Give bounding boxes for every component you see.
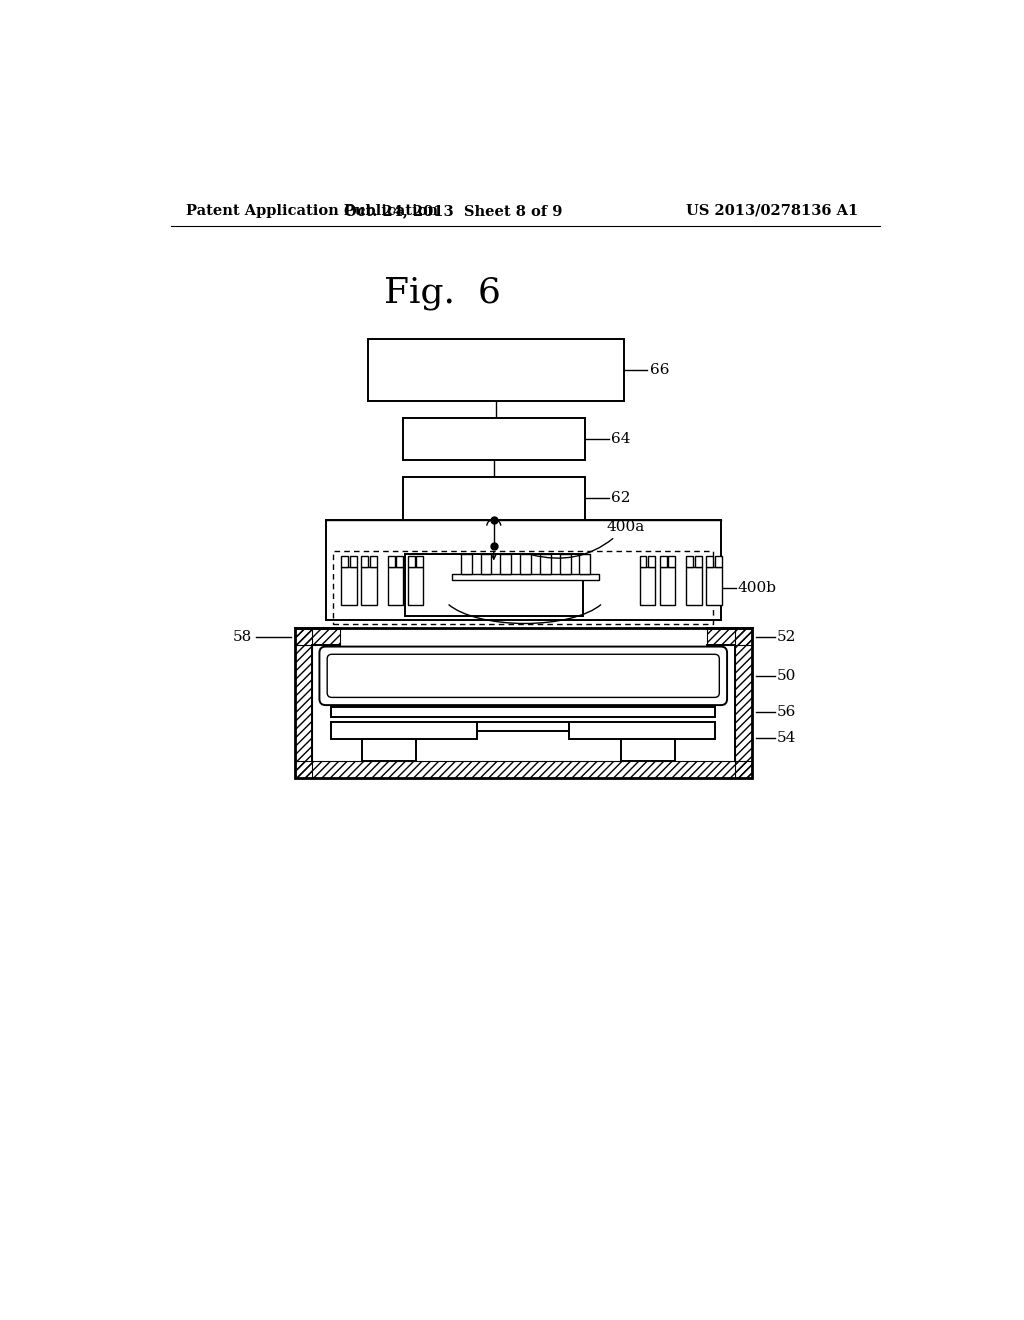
Text: Fig.  6: Fig. 6 — [384, 276, 501, 310]
Bar — [326, 520, 721, 619]
Bar — [295, 762, 752, 779]
Bar — [569, 722, 716, 739]
Bar — [707, 628, 752, 645]
Bar — [370, 556, 377, 566]
Bar — [707, 556, 713, 566]
Bar — [560, 554, 570, 574]
Bar — [295, 628, 340, 645]
Bar — [707, 566, 722, 605]
Bar — [659, 556, 667, 566]
Bar — [648, 556, 655, 566]
FancyBboxPatch shape — [319, 647, 727, 705]
Text: 400a: 400a — [532, 520, 644, 558]
Bar — [361, 739, 416, 762]
Bar — [403, 418, 586, 461]
Bar — [659, 566, 675, 605]
Bar — [452, 574, 599, 581]
Bar — [341, 566, 356, 605]
Bar — [331, 706, 716, 718]
FancyBboxPatch shape — [328, 655, 719, 697]
Bar — [686, 556, 693, 566]
Text: 400b: 400b — [738, 581, 777, 595]
Text: Oct. 24, 2013  Sheet 8 of 9: Oct. 24, 2013 Sheet 8 of 9 — [344, 203, 562, 218]
Bar — [361, 556, 369, 566]
Bar — [349, 556, 356, 566]
Bar — [461, 554, 472, 574]
Bar — [361, 566, 377, 605]
Text: 50: 50 — [776, 669, 796, 682]
Text: 52: 52 — [776, 630, 796, 644]
Bar — [640, 556, 646, 566]
Bar — [295, 628, 752, 779]
Bar — [417, 556, 423, 566]
Bar — [403, 478, 586, 520]
Bar — [408, 556, 415, 566]
Bar — [408, 566, 423, 605]
Bar — [621, 739, 675, 762]
Bar — [640, 566, 655, 605]
Bar — [295, 628, 311, 779]
Bar — [404, 554, 583, 615]
Text: 58: 58 — [232, 630, 252, 644]
Bar — [735, 628, 752, 779]
Bar — [388, 566, 403, 605]
Bar — [669, 556, 675, 566]
Bar — [369, 339, 624, 401]
Bar — [480, 554, 492, 574]
Bar — [331, 722, 477, 739]
Bar — [501, 554, 511, 574]
Bar — [694, 556, 701, 566]
Bar — [396, 556, 403, 566]
Bar — [715, 556, 722, 566]
Text: 56: 56 — [776, 705, 796, 719]
Text: 54: 54 — [776, 731, 796, 746]
Bar — [388, 556, 394, 566]
Text: 66: 66 — [649, 363, 669, 378]
Bar — [341, 556, 348, 566]
Text: US 2013/0278136 A1: US 2013/0278136 A1 — [686, 203, 858, 218]
Bar — [580, 554, 590, 574]
Bar — [540, 554, 551, 574]
Text: Patent Application Publication: Patent Application Publication — [186, 203, 438, 218]
Bar — [520, 554, 531, 574]
Bar — [334, 552, 713, 624]
Bar — [686, 566, 701, 605]
Text: 62: 62 — [611, 491, 631, 506]
Text: 64: 64 — [611, 432, 631, 446]
Bar — [477, 722, 569, 731]
